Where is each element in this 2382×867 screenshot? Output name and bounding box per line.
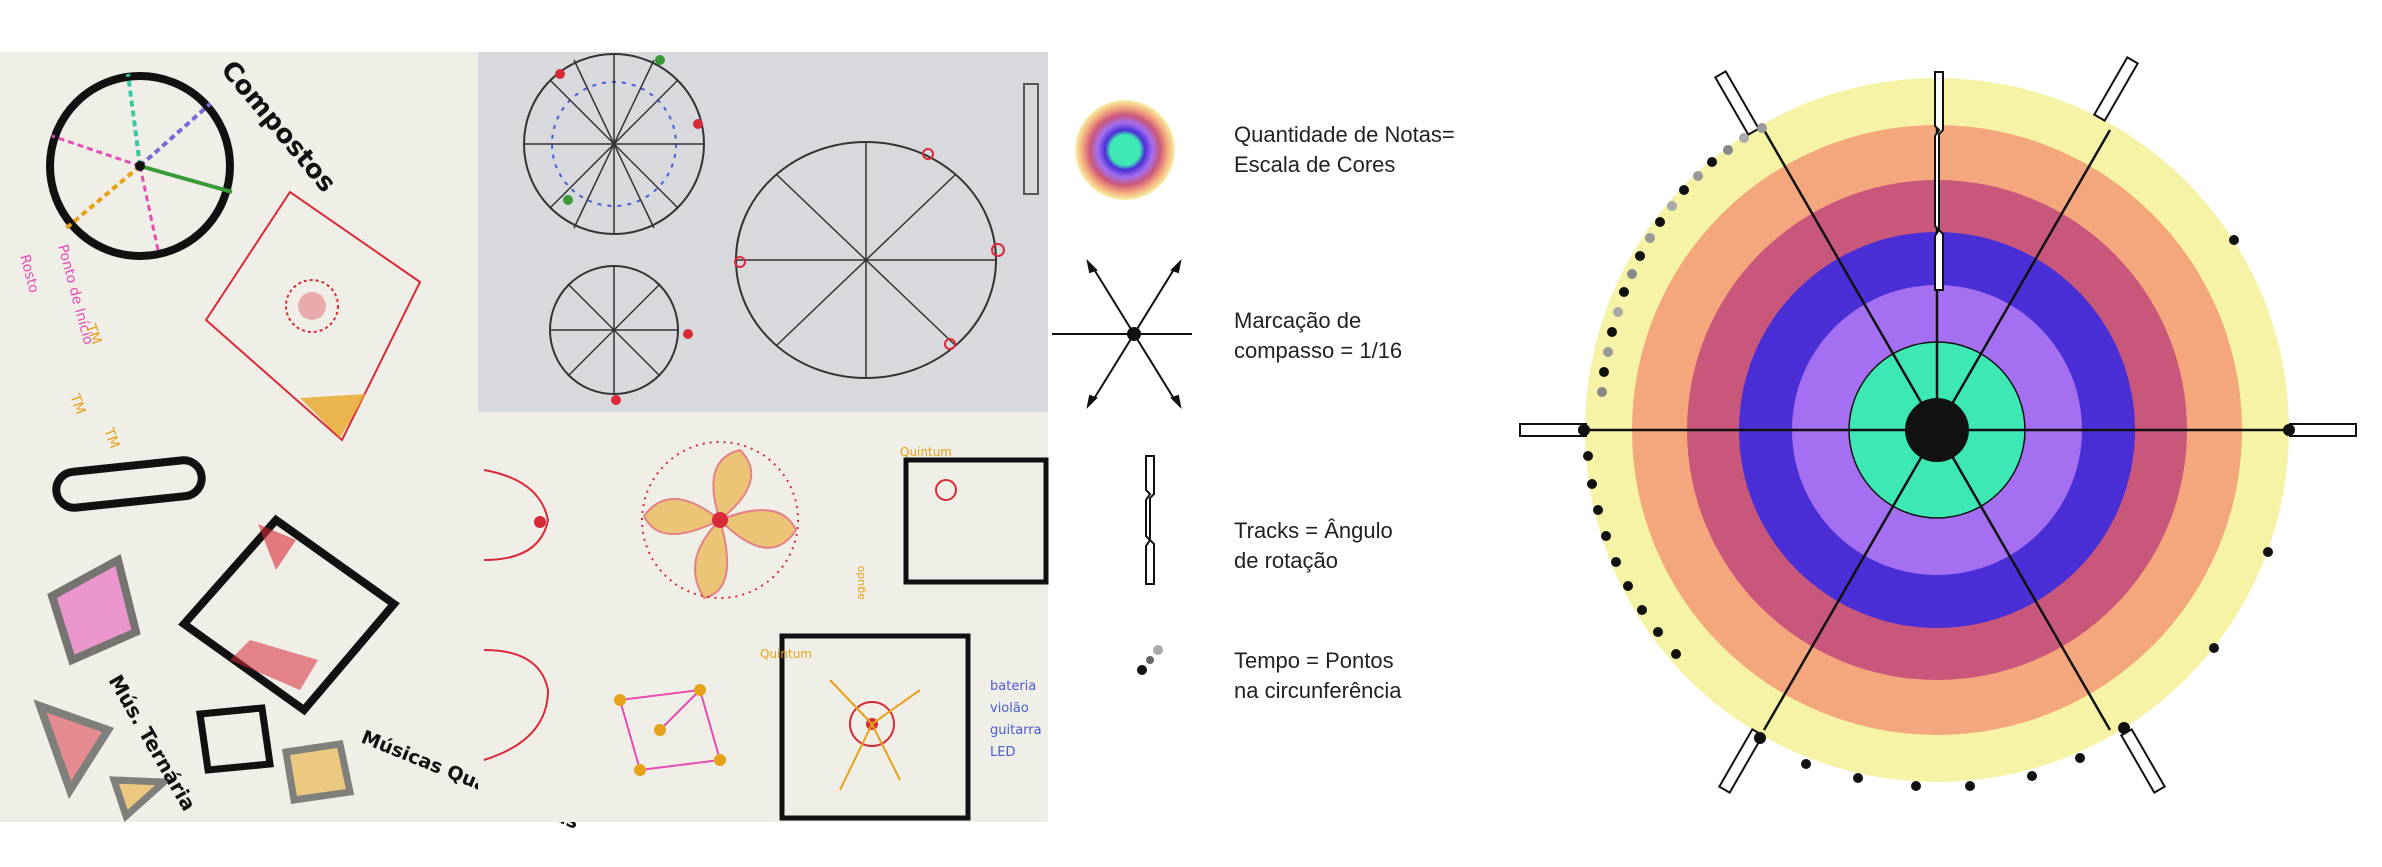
track-handles [1519, 56, 2357, 794]
legend-4-line1: Tempo = Pontos [1234, 648, 1394, 673]
legend-4-line2: na circunferência [1234, 678, 1402, 703]
instrument-2: violão [990, 701, 1029, 716]
red-square-sketch [204, 190, 422, 442]
sketch-photo-top-middle [478, 52, 1048, 412]
measure-marker-icon [1052, 258, 1192, 410]
rotational-visualization [1519, 56, 2357, 794]
sketch-photo-bottom-middle: Quintum Quintum bateria violão guitarra … [478, 412, 1049, 822]
sketch-tm-1: TM [82, 321, 104, 347]
legend-2-line1: Marcação de [1234, 308, 1361, 333]
frame-top-right-sketch [903, 457, 1049, 585]
track-handle-top-left [1713, 70, 1761, 136]
color-scale-icon [1075, 100, 1175, 200]
legend-item-color-scale: Quantidade de Notas= Escala de Cores [1075, 100, 1455, 200]
compass-circle-sketch [46, 72, 234, 260]
legend-item-tracks: Tracks = Ângulo de rotação [1145, 455, 1393, 585]
instrument-1: bateria [990, 679, 1036, 694]
time-dots-icon [1137, 645, 1163, 675]
sketch-tm-3: TM [100, 425, 122, 451]
legend-3-line2: de rotação [1234, 548, 1338, 573]
sketch-tm-2: TM [66, 391, 88, 417]
legend: Quantidade de Notas= Escala de Cores Mar… [1052, 100, 1455, 703]
lozenge-sketch [52, 456, 206, 512]
frame-bottom-right-sketch [779, 633, 971, 821]
label-quintum-top: Quintum [900, 445, 952, 459]
paper-left [0, 52, 478, 822]
time-points [1578, 123, 2295, 791]
legend-3-line1: Tracks = Ângulo [1234, 518, 1393, 543]
track-rotation-icon [1145, 455, 1155, 585]
label-quintum: Quintum [760, 647, 812, 661]
legend-item-time: Tempo = Pontos na circunferência [1137, 645, 1402, 703]
sketch-photo-left: Compostos Ponto de Início Rosto TM TM TM… [0, 52, 582, 834]
side-label-agudo: agudo [854, 565, 867, 600]
legend-item-measure: Marcação de compasso = 1/16 [1052, 258, 1402, 410]
track-handle-bottom-right [2119, 728, 2167, 794]
legend-2-line2: compasso = 1/16 [1234, 338, 1402, 363]
legend-1-line2: Escala de Cores [1234, 152, 1395, 177]
legend-1-line1: Quantidade de Notas= [1234, 122, 1455, 147]
center-hub [1905, 398, 1969, 462]
track-handle-right [2289, 423, 2357, 437]
track-handle-top-right [2092, 56, 2140, 122]
quad-shapes-sketch [33, 514, 400, 823]
track-handle-top [1934, 71, 1944, 291]
instrument-3: guitarra [990, 723, 1042, 738]
paper-top-middle [478, 52, 1048, 412]
track-handle-left [1519, 423, 1587, 437]
paper-bottom-middle [478, 412, 1048, 822]
track-handle-bottom-left [1717, 728, 1765, 794]
network-sketch [619, 689, 721, 771]
instrument-4: LED [990, 745, 1015, 760]
